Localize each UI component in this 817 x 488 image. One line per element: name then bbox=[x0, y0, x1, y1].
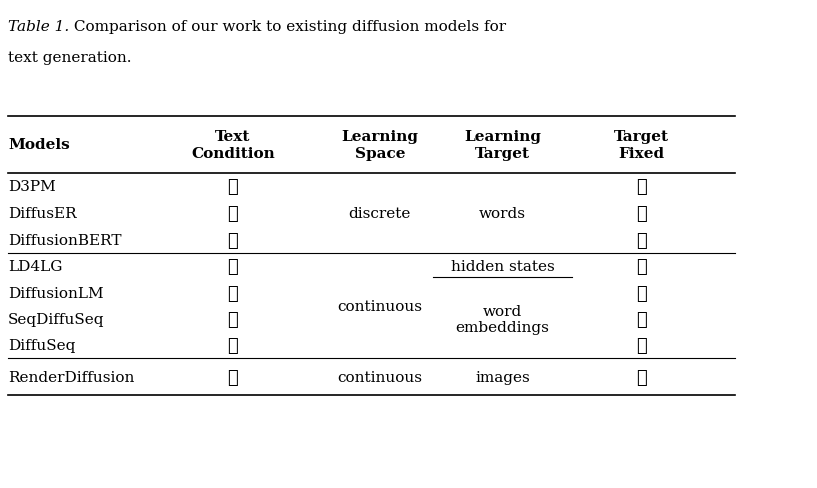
Text: ✓: ✓ bbox=[636, 231, 647, 249]
Text: ✓: ✓ bbox=[227, 310, 239, 328]
Text: ✓: ✓ bbox=[227, 368, 239, 386]
Text: ✓: ✓ bbox=[227, 337, 239, 355]
Text: DiffusER: DiffusER bbox=[8, 206, 77, 221]
Text: hidden states: hidden states bbox=[451, 260, 554, 274]
Text: ✓: ✓ bbox=[636, 204, 647, 223]
Text: word
embeddings: word embeddings bbox=[456, 304, 549, 334]
Text: Models: Models bbox=[8, 138, 70, 152]
Text: Target
Fixed: Target Fixed bbox=[614, 130, 669, 160]
Text: ✓: ✓ bbox=[227, 204, 239, 223]
Text: ✗: ✗ bbox=[227, 231, 239, 249]
Text: Table 1.: Table 1. bbox=[8, 20, 69, 34]
Text: images: images bbox=[475, 370, 530, 384]
Text: ✓: ✓ bbox=[636, 258, 647, 276]
Text: ✗: ✗ bbox=[227, 178, 239, 196]
Text: SeqDiffuSeq: SeqDiffuSeq bbox=[8, 312, 105, 326]
Text: DiffuSeq: DiffuSeq bbox=[8, 339, 75, 352]
Text: ✗: ✗ bbox=[227, 284, 239, 302]
Text: text generation.: text generation. bbox=[8, 51, 132, 65]
Text: words: words bbox=[479, 206, 526, 221]
Text: discrete: discrete bbox=[349, 206, 411, 221]
Text: LD4LG: LD4LG bbox=[8, 260, 63, 274]
Text: continuous: continuous bbox=[337, 370, 422, 384]
Text: Learning
Space: Learning Space bbox=[342, 130, 418, 160]
Text: ✓: ✓ bbox=[227, 258, 239, 276]
Text: Learning
Target: Learning Target bbox=[464, 130, 541, 160]
Text: DiffusionBERT: DiffusionBERT bbox=[8, 233, 122, 247]
Text: Comparison of our work to existing diffusion models for: Comparison of our work to existing diffu… bbox=[69, 20, 507, 34]
Text: ✓: ✓ bbox=[636, 178, 647, 196]
Text: RenderDiffusion: RenderDiffusion bbox=[8, 370, 135, 384]
Text: ✗: ✗ bbox=[636, 284, 647, 302]
Text: D3PM: D3PM bbox=[8, 180, 56, 194]
Text: ✓: ✓ bbox=[636, 368, 647, 386]
Text: Text
Condition: Text Condition bbox=[191, 130, 275, 160]
Text: continuous: continuous bbox=[337, 299, 422, 313]
Text: DiffusionLM: DiffusionLM bbox=[8, 286, 104, 300]
Text: ✗: ✗ bbox=[636, 337, 647, 355]
Text: ✗: ✗ bbox=[636, 310, 647, 328]
